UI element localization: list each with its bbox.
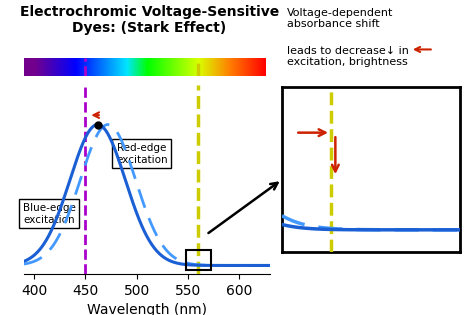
Text: Blue-edge
excitation: Blue-edge excitation <box>23 203 76 225</box>
Text: leads to decrease↓ in
excitation, brightness: leads to decrease↓ in excitation, bright… <box>287 46 409 67</box>
Text: Voltage-dependent
absorbance shift: Voltage-dependent absorbance shift <box>287 8 393 30</box>
X-axis label: Wavelength (nm): Wavelength (nm) <box>87 303 207 315</box>
Text: Red-edge
excitation: Red-edge excitation <box>116 143 168 164</box>
Bar <box>186 250 210 270</box>
Text: Electrochromic Voltage-Sensitive
Dyes: (Stark Effect): Electrochromic Voltage-Sensitive Dyes: (… <box>20 5 279 35</box>
